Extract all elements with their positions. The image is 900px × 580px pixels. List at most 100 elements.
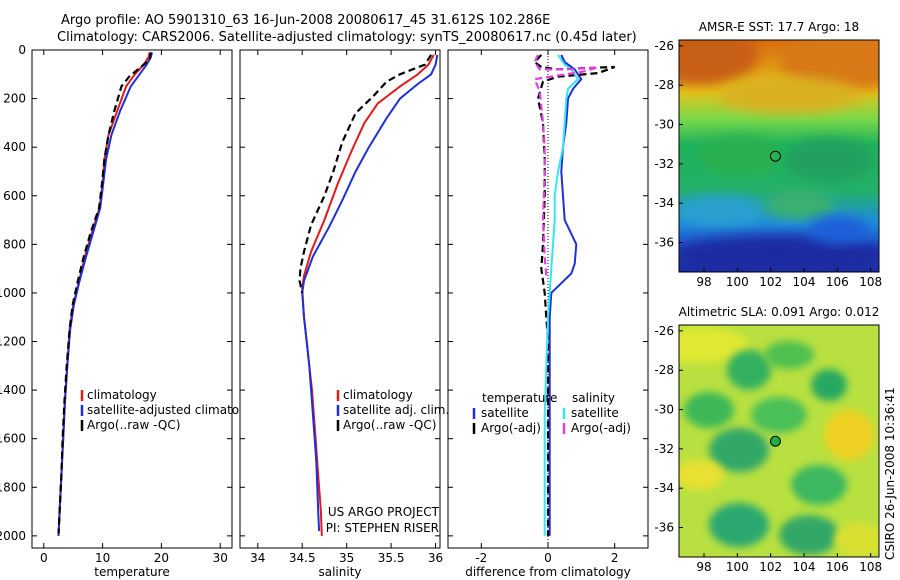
field-patch <box>709 503 769 547</box>
y-tick-label: 1000 <box>0 286 26 300</box>
field-patch <box>727 350 771 390</box>
x-tick-label: 35.5 <box>378 551 405 565</box>
legend-group-heading: salinity <box>572 391 615 405</box>
x-tick-label: 30 <box>213 551 228 565</box>
y-tick-label: 1200 <box>0 335 26 349</box>
x-tick-label: 10 <box>95 551 110 565</box>
legend-label: Argo(-adj) <box>481 421 541 435</box>
y-tick-label: -36 <box>654 521 674 535</box>
field-patch <box>764 191 834 219</box>
legend-label: satellite-adjusted climatology <box>87 403 265 417</box>
map-frame <box>678 324 880 558</box>
sla-map-panel: Altimetric SLA: 0.091 Argo: 0.012 98 100 10… <box>654 305 882 574</box>
field-patch <box>809 216 869 244</box>
y-tick-label: -30 <box>654 118 674 132</box>
series-line-2 <box>301 54 439 532</box>
y-tick-label: 1400 <box>0 383 26 397</box>
map-frame <box>678 39 880 273</box>
y-tick-label: -26 <box>654 324 674 338</box>
field-patch <box>684 392 734 428</box>
x-tick-label: 104 <box>793 560 816 574</box>
y-tick-label: -36 <box>654 236 674 250</box>
legend-group-heading: temperature <box>482 391 557 405</box>
y-tick-label: -30 <box>654 403 674 417</box>
x-tick-label: 108 <box>859 275 882 289</box>
x-tick-label: 35 <box>339 551 354 565</box>
annotation-text: US ARGO PROJECT <box>328 505 440 519</box>
profile-panel-2: 34 34.5 35 35.5 36 salinity climatologysatelli… <box>239 49 449 579</box>
series-line-1 <box>548 54 583 536</box>
series-line-4 <box>533 54 599 276</box>
field-patch <box>679 327 749 363</box>
x-tick-label: 36 <box>428 551 443 565</box>
field-patch <box>811 369 847 401</box>
map-field <box>679 325 879 557</box>
plot-frame <box>239 49 441 549</box>
x-axis-label: difference from climatology <box>465 565 631 579</box>
x-tick-label: 108 <box>859 560 882 574</box>
map-title: Altimetric SLA: 0.091 Argo: 0.012 <box>679 305 880 319</box>
y-tick-label: -28 <box>654 78 674 92</box>
series-line-3 <box>57 52 152 534</box>
map-title: AMSR-E SST: 17.7 Argo: 18 <box>699 20 859 34</box>
x-axis-label: temperature <box>94 565 169 579</box>
x-tick-label: 100 <box>726 275 749 289</box>
x-tick-label: 34.5 <box>289 551 316 565</box>
x-axis-label: salinity <box>318 565 361 579</box>
x-tick-label: 98 <box>696 560 711 574</box>
y-tick-label: 2000 <box>0 529 26 543</box>
figure-title-line2: Climatology: CARS2006. Satellite-adjuste… <box>57 30 637 45</box>
legend-label: Argo(..raw -QC) <box>343 418 436 432</box>
map-field <box>679 40 879 272</box>
field-patch <box>679 40 759 85</box>
x-tick-label: 0 <box>40 551 48 565</box>
field-patch <box>709 428 769 472</box>
y-tick-label: -32 <box>654 442 674 456</box>
x-tick-label: 106 <box>826 560 849 574</box>
x-tick-label: 34 <box>250 551 265 565</box>
x-tick-label: 2 <box>611 551 619 565</box>
profile-panel-1: 0 10 20 30 0 200 400 600 800 1000 1200 1400 1600 1800… <box>0 43 265 579</box>
y-tick-label: -34 <box>654 481 674 495</box>
field-patch <box>679 460 724 490</box>
field-patch <box>764 341 814 369</box>
side-caption: CSIRO 26-Jun-2008 10:36:41 <box>883 387 897 560</box>
x-tick-label: 0 <box>544 551 552 565</box>
plot-frame <box>31 49 233 549</box>
field-patch <box>784 138 874 182</box>
field-patch <box>834 522 879 557</box>
legend-label: climatology <box>343 388 413 402</box>
y-tick-label: -26 <box>654 39 674 53</box>
legend-label: satellite adj. clim. <box>343 403 449 417</box>
x-tick-label: 102 <box>759 275 782 289</box>
legend-label: satellite <box>481 406 529 420</box>
field-patch <box>824 410 874 460</box>
field-patch <box>699 135 779 175</box>
argo-position-marker <box>769 435 781 447</box>
y-tick-label: 400 <box>3 140 26 154</box>
y-tick-label: -34 <box>654 196 674 210</box>
legend-label: Argo(..raw -QC) <box>87 418 180 432</box>
y-tick-label: 800 <box>3 237 26 251</box>
x-tick-label: 102 <box>759 560 782 574</box>
sst-map-panel: AMSR-E SST: 17.7 Argo: 18 98 100 102 104 106 1… <box>654 20 882 289</box>
legend-label: Argo(-adj) <box>571 421 631 435</box>
x-tick-label: 100 <box>726 560 749 574</box>
y-tick-label: 200 <box>3 92 26 106</box>
y-tick-label: -32 <box>654 157 674 171</box>
series-line-3 <box>543 54 580 536</box>
y-tick-label: 600 <box>3 189 26 203</box>
x-tick-label: 106 <box>826 275 849 289</box>
field-patch <box>719 77 859 113</box>
annotation-text: PI: STEPHEN RISER <box>326 521 439 535</box>
field-patch <box>779 515 839 555</box>
field-patch <box>679 235 879 272</box>
legend-label: satellite <box>571 406 619 420</box>
series-line-2 <box>57 52 153 536</box>
y-tick-label: 1800 <box>0 480 26 494</box>
x-tick-label: 104 <box>793 275 816 289</box>
field-patch <box>791 465 847 505</box>
